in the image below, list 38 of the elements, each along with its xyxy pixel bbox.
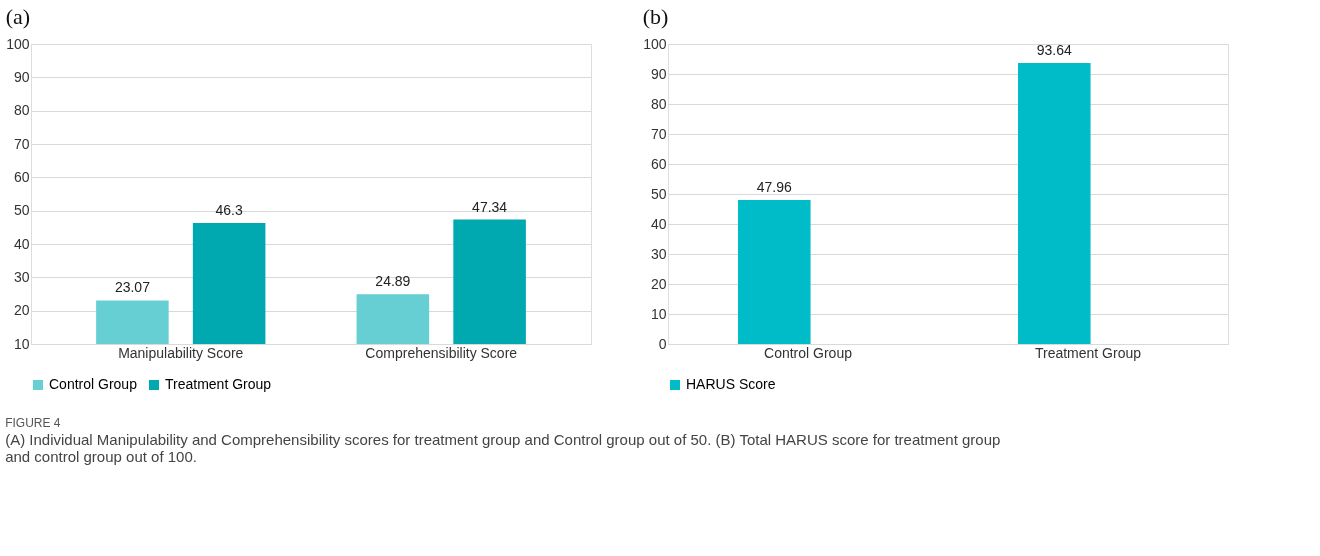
y-tick-label: 70 (650, 125, 667, 142)
caption: FIGURE 4 (5, 415, 61, 430)
y-tick-label: 10 (650, 305, 667, 322)
data-label: 24.89 (375, 273, 411, 290)
x-tick-label: Treatment Group (1034, 344, 1142, 361)
legend-label: HARUS Score (686, 376, 776, 392)
y-tick-label: 60 (13, 168, 30, 185)
y-tick-label: 40 (650, 215, 667, 232)
y-tick-label: 100 (6, 35, 30, 52)
data-label: 47.96 (756, 179, 792, 196)
text: (A) Individual Manipulability and Comprehensibility scores for treatment group and Control group out of 50. (B) Total HARUS score for treatment group and control group out of 100. (5, 430, 1001, 465)
chart-title: (b) (642, 4, 669, 29)
y-tick-label: 80 (650, 95, 667, 112)
y-tick-label: 30 (650, 245, 667, 262)
data-label: 46.3 (215, 202, 243, 218)
legend-label: Treatment Group (165, 376, 272, 392)
y-tick-label: 20 (13, 302, 30, 319)
y-tick-label: 90 (650, 65, 667, 82)
chart-title: (a) (5, 4, 31, 29)
data-label: 23.07 (114, 279, 151, 296)
data-label: 93.64 (1036, 42, 1072, 59)
x-tick-label: Manipulability Score (118, 344, 244, 361)
y-tick-label: 0 (658, 335, 667, 352)
y-tick-label: 70 (13, 135, 30, 152)
y-tick-label: 50 (650, 185, 667, 202)
y-tick-label: 90 (13, 68, 30, 85)
y-tick-label: 10 (13, 335, 30, 352)
x-tick-label: Control Group (764, 344, 853, 361)
y-tick-label: 100 (643, 35, 667, 52)
data-label: 47.34 (472, 198, 508, 215)
y-tick-label: 40 (13, 235, 30, 252)
y-tick-label: 80 (13, 102, 30, 119)
y-tick-label: 50 (13, 202, 30, 219)
y-tick-label: 60 (650, 155, 667, 172)
legend-label: Control Group (49, 376, 138, 392)
x-tick-label: Comprehensibility Score (365, 344, 518, 361)
y-tick-label: 20 (650, 275, 667, 292)
y-tick-label: 30 (13, 268, 30, 285)
